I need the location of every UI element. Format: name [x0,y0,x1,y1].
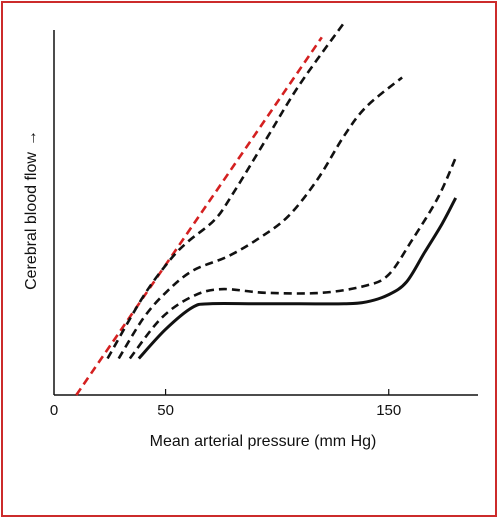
x-ticks: 0 50 150 [50,389,401,419]
x-tick-label: 150 [376,402,401,419]
series-line-3 [117,76,403,360]
x-tick-label: 50 [157,402,174,419]
series-group [75,21,458,396]
series-line-4 [128,157,457,360]
y-axis-label-text: Cerebral blood flow [23,152,40,290]
series-line-5 [137,197,458,360]
series-line-2 [106,21,346,360]
axes [53,30,478,396]
x-tick-label: 0 [50,402,58,419]
series-line-1 [75,36,323,396]
y-axis-label: Cerebral blood flow → [23,130,40,290]
chart-frame [1,1,497,517]
x-axis-label: Mean arterial pressure (mm Hg) [150,433,377,450]
y-axis-arrow-icon: → [23,130,40,146]
